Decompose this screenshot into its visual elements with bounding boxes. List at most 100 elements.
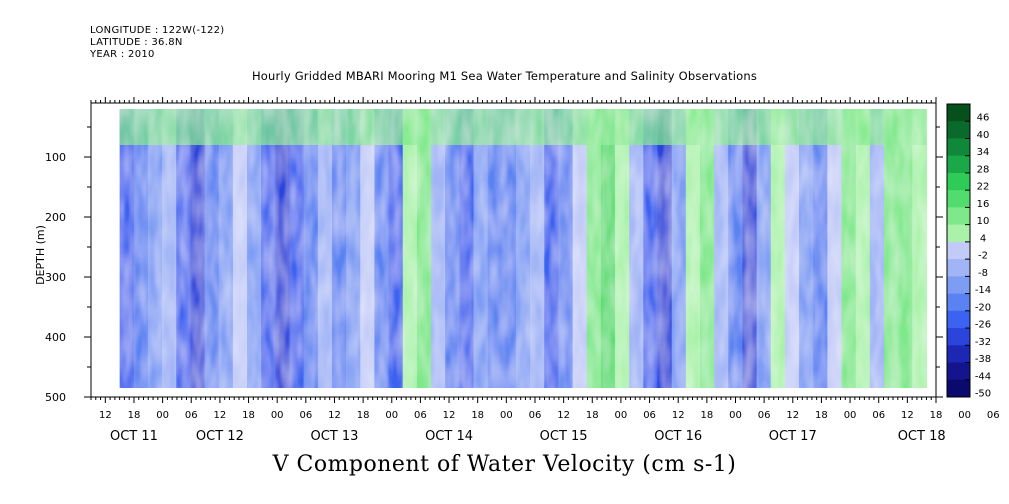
x-hour-label: 18 [586,410,599,421]
x-hour-label: 12 [672,410,685,421]
heatmap-column [416,109,432,388]
heatmap-column [317,109,333,388]
y-axis-label: DEPTH (m) [34,225,47,285]
heatmap-column [261,109,276,388]
x-hour-label: 00 [615,410,628,421]
heatmap-column [558,109,574,388]
heatmap-column [346,109,361,388]
heatmap-column [643,109,659,388]
x-day-label: OCT 15 [540,429,588,444]
x-hour-label: 18 [700,410,713,421]
x-hour-label: 18 [930,410,943,421]
heatmap-column [827,109,843,388]
colorbar-label: 16 [977,199,990,210]
heatmap-column [813,109,828,388]
heatmap-column [487,109,503,388]
x-day-label: OCT 12 [196,429,244,444]
x-day-label: OCT 14 [425,429,473,444]
colorbar-cell [947,241,970,260]
heatmap-column [218,109,234,388]
colorbar-cell [947,190,970,208]
x-hour-label: 06 [758,410,771,421]
y-tick-label: 400 [45,331,66,344]
heatmap-column [699,109,715,388]
colorbar-label: -38 [975,354,991,365]
x-day-label: OCT 11 [110,429,158,444]
heatmap-column [728,109,744,388]
colorbar-cell [947,345,970,364]
x-hour-label: 12 [214,410,227,421]
colorbar-label: 40 [977,130,990,141]
heatmap-column [515,109,531,388]
heatmap-column [303,109,319,388]
heatmap-column [459,109,475,388]
y-tick-label: 300 [45,271,66,284]
x-day-label: OCT 17 [769,429,817,444]
heatmap-column [671,109,687,388]
heatmap-column [912,109,928,388]
x-hour-label: 00 [156,410,169,421]
x-hour-label: 18 [242,410,255,421]
colorbar-cell [947,379,970,398]
y-axis: 100 200 300 400 500 [45,126,943,404]
colorbar-label: -50 [975,389,991,400]
heatmap-column [473,109,489,388]
x-axis-label: V Component of Water Velocity (cm s-1) [272,452,737,477]
heatmap-column [742,109,758,388]
year-text: YEAR : 2010 [90,49,155,60]
heatmap-column [685,109,701,388]
colorbar-label: -8 [978,268,988,279]
x-hour-label: 06 [872,410,885,421]
colorbar-label: 4 [980,233,986,244]
colorbar-label: 46 [977,113,990,124]
colorbar-label: 10 [977,216,990,227]
heatmap-column [869,109,885,388]
heatmap-column [431,109,446,388]
heatmap-column [176,109,192,388]
x-hour-label: 06 [987,410,1000,421]
heatmap-surface-band [119,109,927,145]
colorbar-cell [947,310,970,329]
heatmap-column [247,109,262,388]
heatmap-area [119,109,928,388]
x-hour-label: 06 [529,410,542,421]
y-tick-label: 100 [45,151,66,164]
colorbar-cell [947,138,970,157]
heatmap-column [530,109,545,388]
heatmap-column [388,109,404,388]
chart-title: Hourly Gridded MBARI Mooring M1 Sea Wate… [251,69,758,83]
colorbar-cell [947,104,970,122]
colorbar-cell [947,155,970,174]
latitude-text: LATITUDE : 36.8N [90,37,183,48]
heatmap-column [615,109,630,388]
heatmap-column [799,109,814,388]
colorbar-label: -2 [978,251,988,262]
colorbar: 46 40 34 28 22 16 10 4 -2 -8 -14 -20 -26 -32 -38 -44 -50 [946,103,991,400]
x-hour-label: 18 [128,410,141,421]
heatmap-column [133,109,149,388]
colorbar-label: 28 [977,164,990,175]
heatmap-column [374,109,390,388]
colorbar-cell [947,293,970,312]
x-hour-label: 18 [815,410,828,421]
colorbar-cell [947,362,970,381]
x-hour-label: 06 [643,410,656,421]
y-tick-label: 500 [45,391,66,404]
heatmap-column [600,109,616,388]
heatmap-column [190,109,206,388]
colorbar-frame [946,103,971,398]
colorbar-cell [947,172,970,191]
heatmap-column [770,109,786,388]
heatmap-column [331,109,347,388]
heatmap-column [501,109,517,388]
x-day-label: OCT 16 [654,429,702,444]
x-hour-label: 12 [901,410,914,421]
x-axis: 12 18 00 06 12 18 00 06 12 18 00 06 12 18 00 06 12 18 00 06… [90,97,1000,444]
heatmap-column [586,109,602,388]
colorbar-label: -32 [975,337,991,348]
x-hour-label: 00 [729,410,742,421]
colorbar-label: -14 [975,285,991,296]
heatmap-column [883,109,899,388]
heatmap-column [360,109,376,388]
x-hour-label: 06 [299,410,312,421]
